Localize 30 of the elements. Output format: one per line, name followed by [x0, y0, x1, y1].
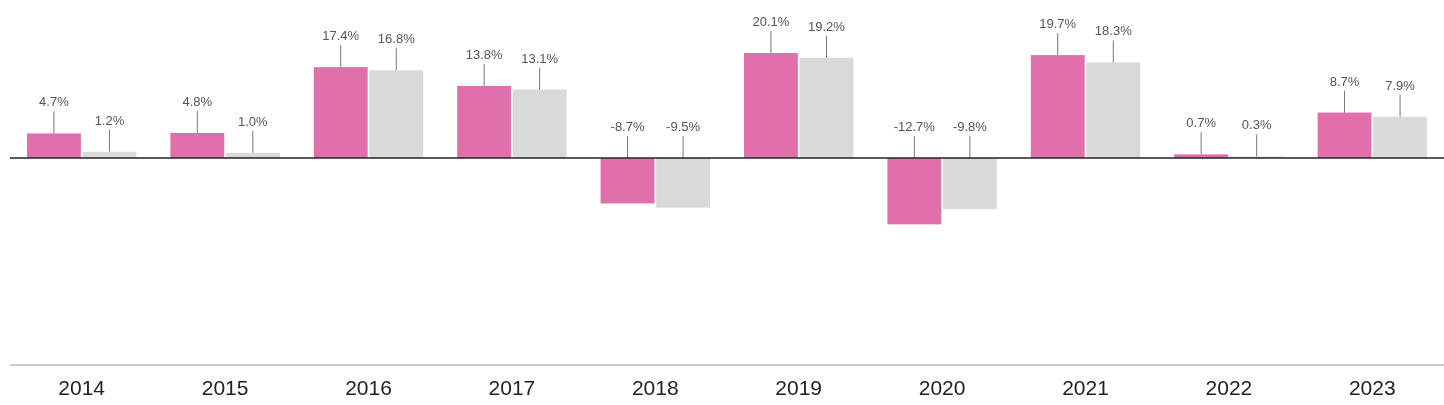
data-label: 0.7%	[1186, 115, 1217, 131]
x-tick-label: 2022	[1205, 376, 1253, 399]
data-label: 7.9%	[1385, 77, 1416, 93]
data-label: 17.4%	[322, 28, 360, 44]
data-label: 4.8%	[182, 93, 213, 109]
data-label: 0.3%	[1241, 117, 1272, 133]
x-tick-label: 2014	[58, 376, 106, 399]
data-label: 13.1%	[521, 50, 559, 66]
x-tick-label: 2016	[345, 376, 392, 399]
data-label: 16.8%	[377, 31, 416, 47]
x-tick-label: 2015	[201, 376, 249, 399]
x-tick-label: 2017	[488, 376, 536, 399]
data-label: -12.7%	[893, 119, 936, 134]
data-label: -8.7%	[610, 119, 645, 134]
x-tick-label: 2020	[918, 376, 966, 399]
data-label: 13.8%	[465, 46, 503, 62]
x-tick-label: 2023	[1348, 376, 1396, 399]
x-tick-label: 2019	[775, 376, 823, 399]
data-label: 19.7%	[1039, 16, 1077, 32]
data-label: 18.3%	[1094, 23, 1133, 39]
data-label: 19.2%	[808, 18, 846, 34]
data-label: 20.1%	[752, 14, 790, 29]
data-label: 1.2%	[94, 112, 125, 128]
x-tick-label: 2021	[1062, 376, 1109, 399]
data-label: -9.8%	[952, 119, 988, 134]
data-label: -9.5%	[666, 119, 701, 134]
data-label: 4.7%	[39, 94, 70, 110]
x-tick-label: 2018	[631, 376, 679, 399]
data-label: 8.7%	[1329, 73, 1360, 89]
data-label: 1.0%	[238, 113, 269, 129]
